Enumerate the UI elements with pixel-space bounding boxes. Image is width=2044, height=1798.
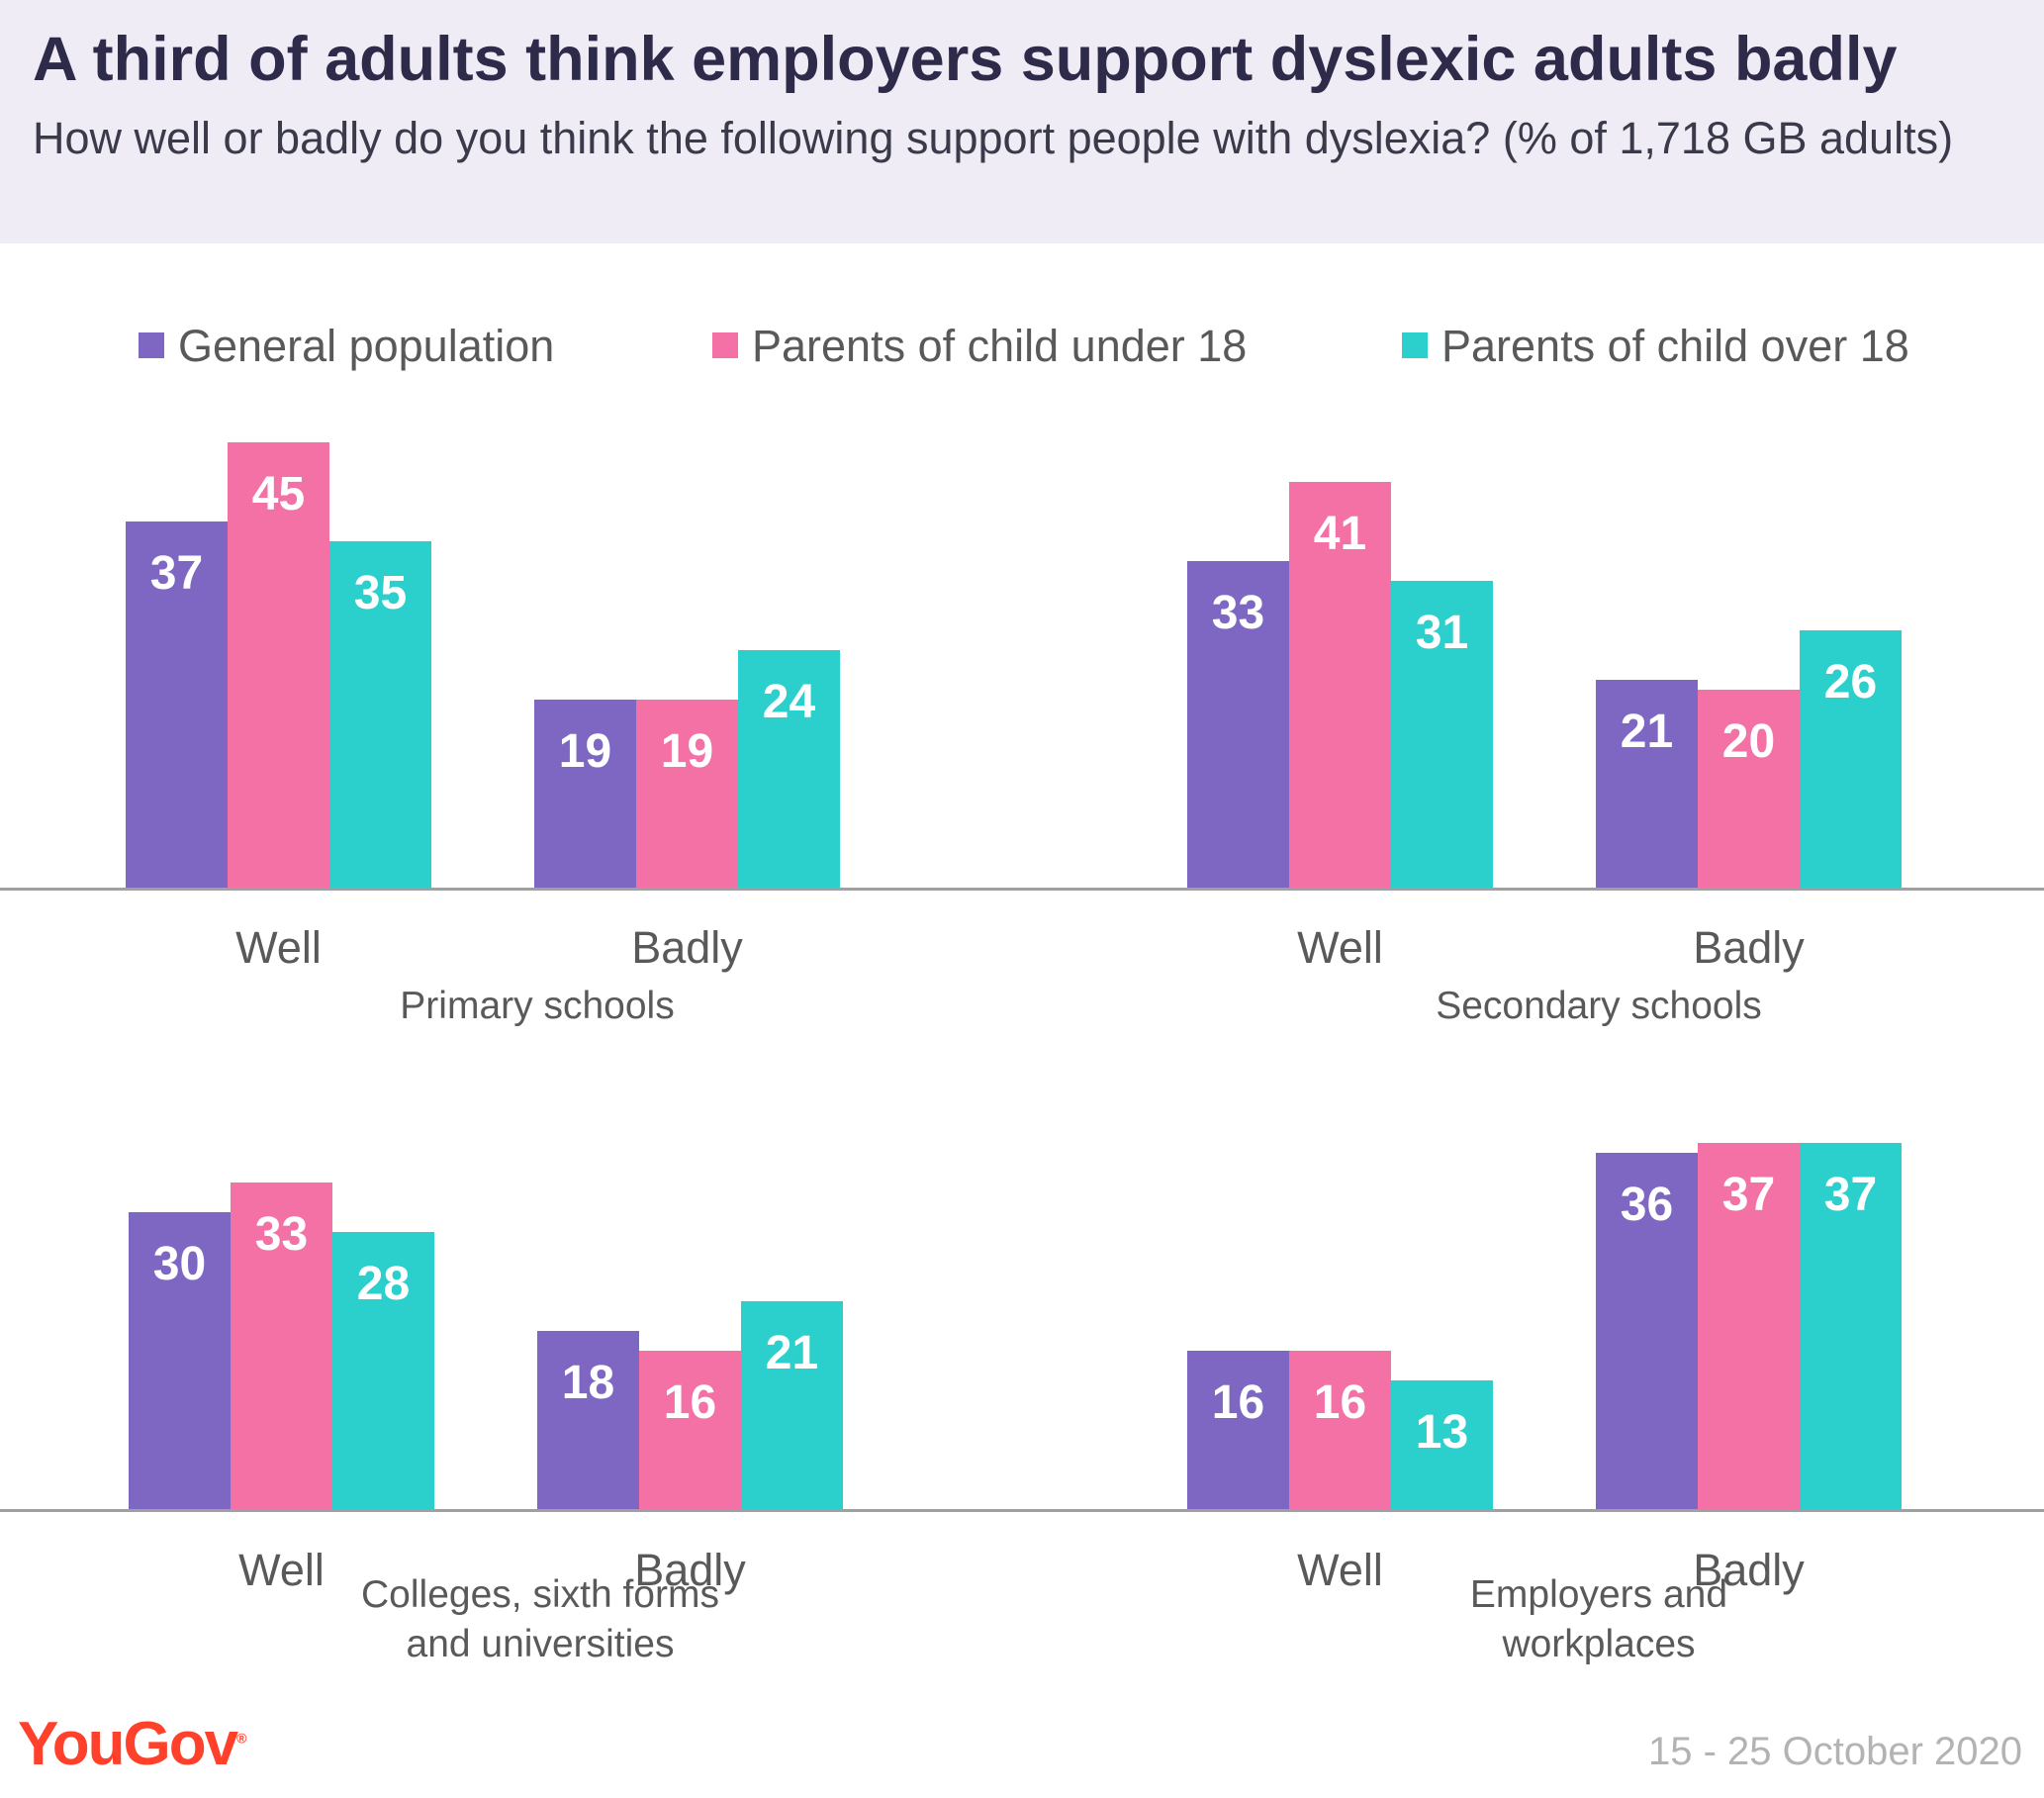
- x-tick-label: Well: [1297, 922, 1383, 973]
- bar-general-badly: [1596, 1153, 1698, 1509]
- bar-over18-badly: [741, 1301, 843, 1509]
- panel-label: Secondary schools: [1436, 985, 1762, 1027]
- legend-swatch-parents-over-18: [1402, 332, 1428, 358]
- panel-label: Employers and: [1470, 1573, 1727, 1616]
- yougov-logo: YouGov®: [18, 1710, 247, 1778]
- legend-swatch-general-population: [139, 332, 164, 358]
- bar-under18-well: [1289, 1351, 1391, 1509]
- bar-general-well: [129, 1212, 231, 1509]
- data-label: 19: [661, 725, 713, 778]
- data-label: 45: [252, 468, 305, 520]
- data-label: 21: [766, 1327, 818, 1379]
- logo-text: YouGov: [18, 1710, 238, 1778]
- data-label: 18: [562, 1357, 614, 1409]
- data-label: 19: [559, 725, 611, 778]
- panel-label: Primary schools: [400, 985, 674, 1027]
- data-label: 16: [1314, 1376, 1366, 1429]
- x-tick-label: Badly: [1693, 922, 1805, 973]
- data-label: 16: [664, 1376, 716, 1429]
- bar-under18-badly: [1698, 690, 1800, 888]
- legend-label-parents-under-18: Parents of child under 18: [752, 321, 1248, 371]
- bar-general-well: [1187, 1351, 1289, 1509]
- data-label: 20: [1722, 715, 1775, 768]
- bar-over18-badly: [1800, 1143, 1902, 1509]
- bar-general-badly: [537, 1331, 639, 1509]
- data-label: 21: [1621, 706, 1673, 758]
- x-tick-label: Well: [238, 1545, 325, 1595]
- bar-over18-badly: [738, 650, 840, 888]
- bar-under18-well: [228, 442, 329, 888]
- bar-under18-well: [1289, 482, 1391, 888]
- bar-general-well: [126, 521, 228, 888]
- panel-label: Colleges, sixth forms: [361, 1573, 719, 1616]
- data-label: 26: [1824, 656, 1877, 709]
- data-label: 36: [1621, 1179, 1673, 1231]
- survey-date: 15 - 25 October 2020: [1647, 1730, 2022, 1773]
- data-label: 30: [153, 1238, 206, 1290]
- x-tick-label: Well: [1297, 1545, 1383, 1595]
- data-label: 37: [1824, 1169, 1877, 1221]
- chart-subtitle: How well or badly do you think the follo…: [33, 113, 1954, 163]
- data-label: 16: [1212, 1376, 1264, 1429]
- data-label: 33: [255, 1208, 308, 1261]
- data-label: 13: [1416, 1406, 1468, 1459]
- data-label: 41: [1314, 508, 1366, 560]
- bar-general-badly: [1596, 680, 1698, 888]
- data-label: 37: [1722, 1169, 1775, 1221]
- data-label: 35: [354, 567, 407, 619]
- bar-general-badly: [534, 700, 636, 888]
- bar-under18-badly: [1698, 1143, 1800, 1509]
- bar-under18-well: [231, 1183, 332, 1509]
- bar-under18-badly: [636, 700, 738, 888]
- x-tick-label: Badly: [634, 1545, 746, 1595]
- bar-over18-well: [329, 541, 431, 888]
- x-tick-label: Badly: [1693, 1545, 1805, 1595]
- legend-label-general-population: General population: [178, 321, 555, 371]
- legend-swatch-parents-under-18: [712, 332, 738, 358]
- data-label: 31: [1416, 607, 1468, 659]
- data-label: 28: [357, 1258, 410, 1310]
- bar-over18-well: [332, 1232, 434, 1509]
- bar-over18-badly: [1800, 630, 1902, 888]
- bar-over18-well: [1391, 1380, 1493, 1509]
- chart-title: A third of adults think employers suppor…: [33, 25, 1898, 94]
- bar-over18-well: [1391, 581, 1493, 888]
- legend-label-parents-over-18: Parents of child over 18: [1441, 321, 1909, 371]
- data-label: 24: [763, 676, 816, 728]
- x-tick-label: Well: [235, 922, 322, 973]
- panel-label: workplaces: [1501, 1623, 1695, 1665]
- bar-general-well: [1187, 561, 1289, 888]
- panel-label: and universities: [407, 1623, 675, 1665]
- header-band: A third of adults think employers suppor…: [0, 0, 2044, 243]
- bar-under18-badly: [639, 1351, 741, 1509]
- data-label: 33: [1212, 587, 1264, 639]
- data-label: 37: [150, 547, 203, 600]
- x-tick-label: Badly: [631, 922, 743, 973]
